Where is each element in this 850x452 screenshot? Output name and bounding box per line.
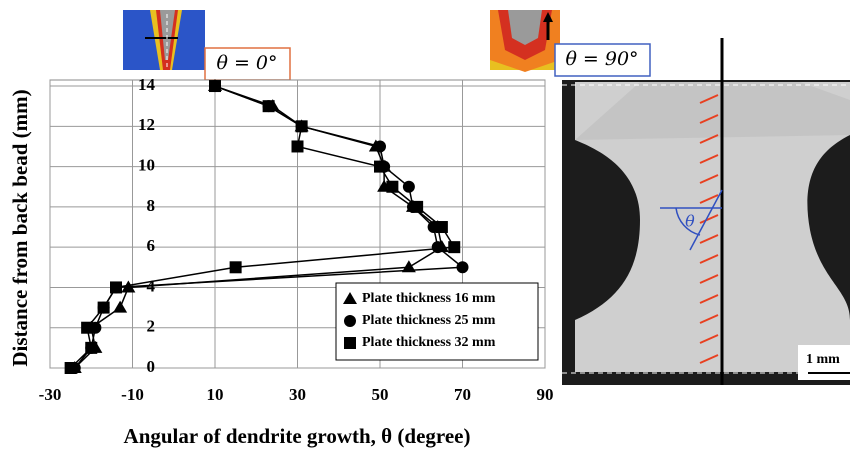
- marker: [457, 261, 469, 273]
- x-tick-label: -30: [39, 385, 62, 404]
- scale-label: 1 mm: [806, 352, 840, 367]
- marker: [344, 337, 356, 349]
- marker: [65, 362, 77, 374]
- marker: [432, 241, 444, 253]
- y-tick-label: 8: [147, 196, 156, 215]
- marker: [403, 181, 415, 193]
- y-tick-label: 6: [147, 236, 156, 255]
- marker: [263, 100, 275, 112]
- marker: [386, 181, 398, 193]
- marker: [296, 120, 308, 132]
- marker: [436, 221, 448, 233]
- micrograph: [562, 38, 850, 385]
- legend-label: Plate thickness 25 mm: [362, 313, 496, 328]
- y-tick-label: 2: [147, 317, 156, 336]
- y-tick-label: 0: [147, 357, 156, 376]
- y-axis-label: Distance from back bead (mm): [8, 89, 32, 366]
- y-tick-label: 14: [138, 75, 156, 94]
- legend-label: Plate thickness 16 mm: [362, 291, 496, 306]
- y-tick-label: 10: [138, 156, 155, 175]
- marker: [110, 281, 122, 293]
- annotation: θ = 90°: [565, 48, 638, 70]
- x-tick-label: -10: [121, 385, 144, 404]
- x-tick-label: 30: [289, 385, 306, 404]
- chart: θ = 0° θ = 90° θ 1 mm Angular of dendrit…: [0, 0, 850, 452]
- marker: [209, 80, 221, 92]
- marker: [374, 161, 386, 173]
- y-tick-label: 12: [138, 115, 155, 134]
- annotation: θ = 0°: [216, 52, 277, 74]
- marker: [98, 302, 110, 314]
- annotation: θ: [685, 212, 695, 231]
- x-tick-label: 50: [372, 385, 389, 404]
- marker: [344, 315, 356, 327]
- x-tick-label: 10: [207, 385, 224, 404]
- marker: [230, 261, 242, 273]
- marker: [411, 201, 423, 213]
- marker: [292, 140, 304, 152]
- weld-icon-right: [490, 10, 560, 72]
- x-axis-label: Angular of dendrite growth, θ (degree): [124, 424, 471, 448]
- marker: [374, 140, 386, 152]
- marker: [448, 241, 460, 253]
- x-tick-label: 70: [454, 385, 471, 404]
- marker: [85, 342, 97, 354]
- x-tick-label: 90: [537, 385, 554, 404]
- marker: [81, 322, 93, 334]
- weld-icon-left: [123, 10, 205, 70]
- legend-label: Plate thickness 32 mm: [362, 335, 496, 350]
